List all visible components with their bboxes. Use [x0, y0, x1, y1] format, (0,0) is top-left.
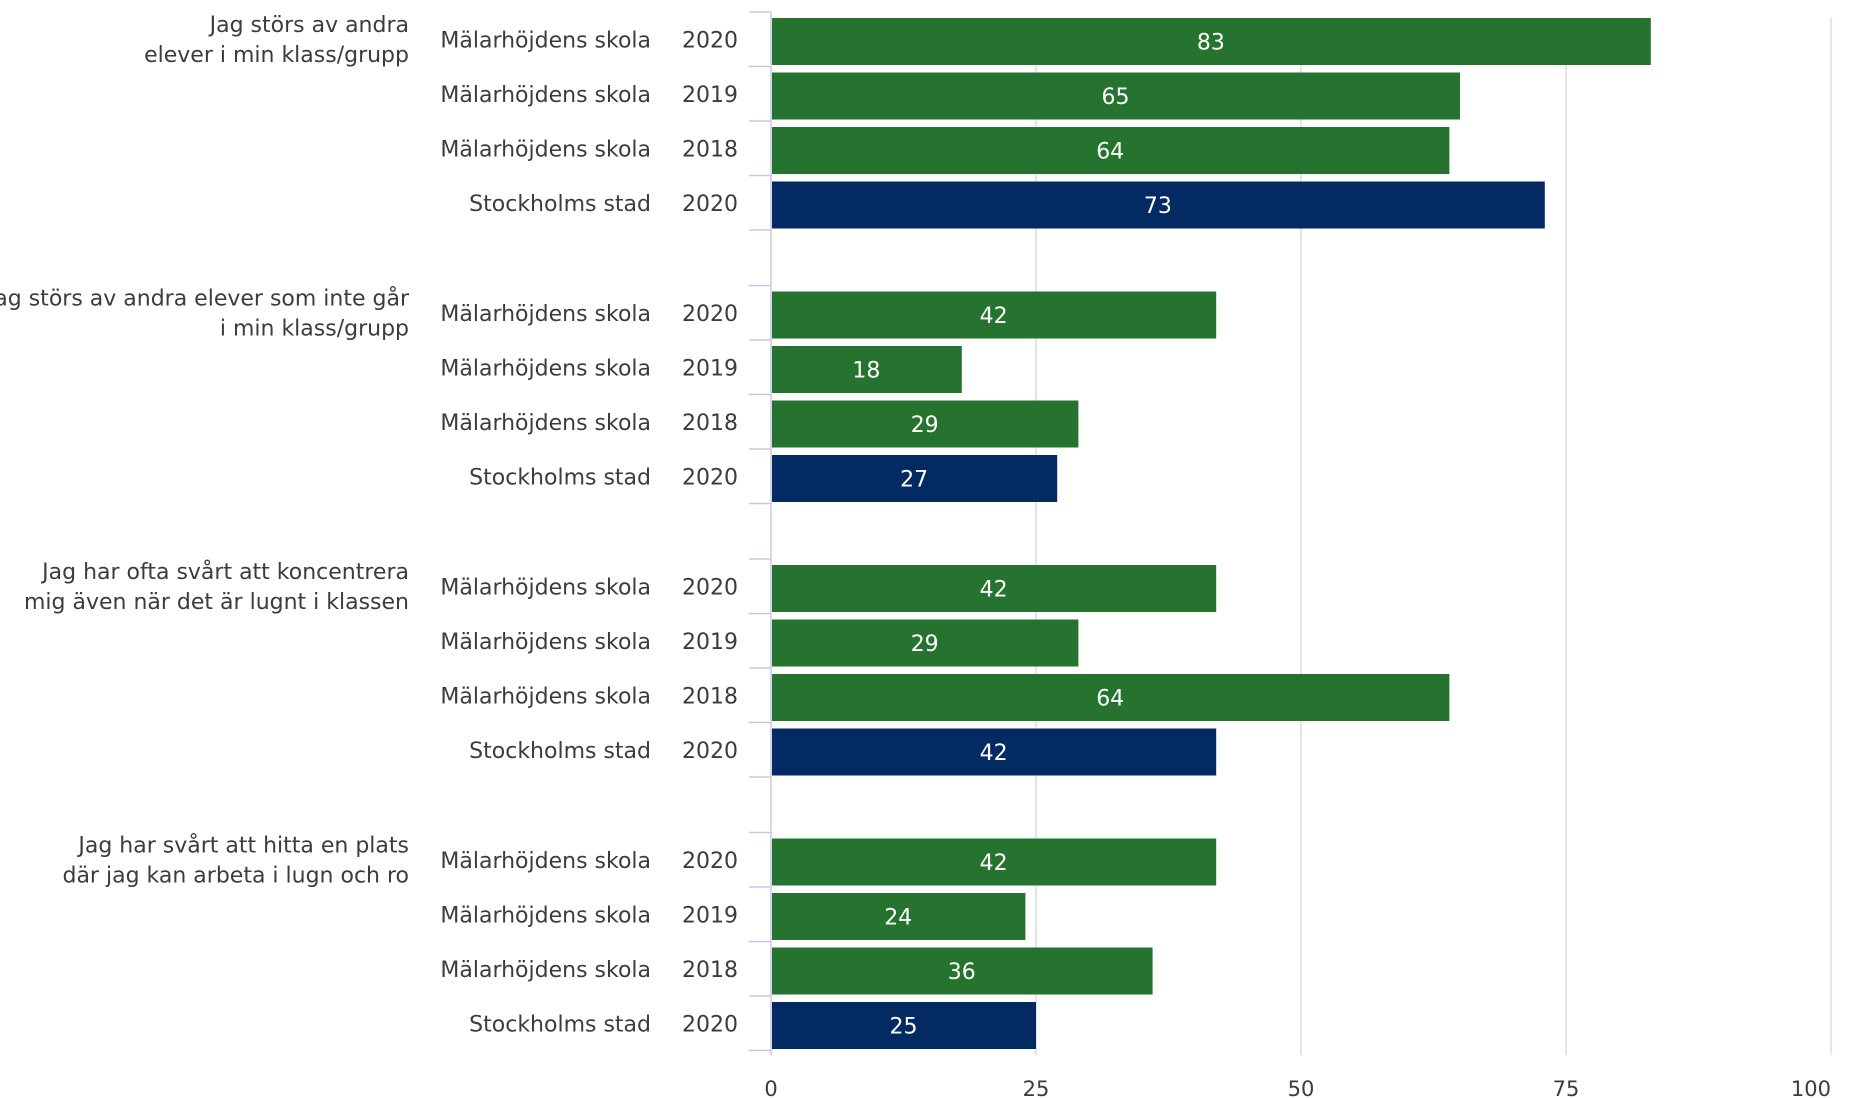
bar — [772, 291, 1217, 339]
year-label: 2020 — [682, 29, 738, 54]
question-label: Jag störs av andra — [208, 13, 409, 38]
year-label: 2019 — [682, 630, 738, 655]
bar-value-label: 25 — [890, 1015, 918, 1040]
year-label: 2020 — [682, 302, 738, 327]
bar — [772, 728, 1217, 776]
question-label: Jag har ofta svårt att koncentrera — [40, 559, 409, 585]
year-label: 2018 — [682, 685, 738, 710]
year-label: 2020 — [682, 192, 738, 217]
bar-value-label: 29 — [911, 632, 939, 657]
question-label: Jag störs av andra elever som inte går — [0, 286, 410, 312]
bar-value-label: 36 — [948, 960, 976, 985]
year-label: 2020 — [682, 849, 738, 874]
row-label: Mälarhöjdens skola — [440, 576, 651, 601]
category-labels: Jag störs av andra elever i min klass/gru… — [0, 13, 738, 1038]
bar-value-label: 64 — [1096, 687, 1124, 712]
year-label: 2020 — [682, 576, 738, 601]
bar — [772, 181, 1545, 229]
x-axis-ticks: 0 25 50 75 100 — [764, 1077, 1831, 1098]
year-label: 2018 — [682, 958, 738, 983]
x-tick-label: 100 — [1791, 1077, 1831, 1098]
row-label: Mälarhöjdens skola — [440, 83, 651, 108]
year-label: 2019 — [682, 904, 738, 929]
category-axis — [749, 11, 772, 1055]
x-tick-label: 25 — [1023, 1077, 1050, 1098]
bar-value-label: 18 — [852, 359, 880, 384]
question-label: Jag har svårt att hitta en plats — [76, 833, 409, 859]
row-label: Stockholms stad — [469, 1013, 651, 1038]
bar — [772, 947, 1153, 995]
question-label: elever i min klass/grupp — [144, 43, 409, 68]
row-label: Mälarhöjdens skola — [440, 849, 651, 874]
bar-value-label: 29 — [911, 413, 939, 438]
year-label: 2018 — [682, 138, 738, 163]
year-label: 2020 — [682, 466, 738, 491]
row-label: Mälarhöjdens skola — [440, 357, 651, 382]
bar — [772, 18, 1651, 65]
row-label: Stockholms stad — [469, 466, 651, 491]
bar-value-label: 42 — [980, 578, 1008, 603]
bar-value-label: 65 — [1102, 85, 1130, 110]
bar-value-label: 27 — [900, 468, 928, 493]
year-label: 2019 — [682, 357, 738, 382]
row-label: Stockholms stad — [469, 192, 651, 217]
bar — [772, 893, 1026, 940]
row-label: Stockholms stad — [469, 739, 651, 764]
question-label: i min klass/grupp — [220, 317, 409, 342]
year-label: 2019 — [682, 83, 738, 108]
bar-value-label: 42 — [980, 741, 1008, 766]
x-tick-label: 0 — [764, 1077, 777, 1098]
x-tick-label: 50 — [1288, 1077, 1315, 1098]
bar — [772, 346, 962, 393]
question-label: mig även när det är lugnt i klassen — [24, 590, 409, 615]
x-tick-label: 75 — [1553, 1077, 1580, 1098]
year-label: 2020 — [682, 739, 738, 764]
bar-value-label: 24 — [884, 906, 912, 931]
row-label: Mälarhöjdens skola — [440, 904, 651, 929]
bars: 83 65 64 73 42 18 29 27 42 29 64 42 42 24 36 25 — [772, 18, 1651, 1049]
bar — [772, 127, 1450, 174]
bar — [772, 1002, 1036, 1049]
row-label: Mälarhöjdens skola — [440, 302, 651, 327]
row-label: Mälarhöjdens skola — [440, 138, 651, 163]
bar-value-label: 83 — [1197, 31, 1225, 56]
bar — [772, 400, 1079, 448]
bar — [772, 565, 1217, 612]
bar-value-label: 73 — [1144, 194, 1172, 219]
bar-value-label: 42 — [980, 304, 1008, 329]
year-label: 2020 — [682, 1013, 738, 1038]
bar — [772, 455, 1058, 502]
row-label: Mälarhöjdens skola — [440, 411, 651, 436]
bar — [772, 619, 1079, 667]
question-label: där jag kan arbeta i lugn och ro — [62, 864, 409, 889]
bar-value-label: 64 — [1096, 140, 1124, 165]
bar — [772, 838, 1217, 886]
year-label: 2018 — [682, 411, 738, 436]
row-label: Mälarhöjdens skola — [440, 630, 651, 655]
bar-value-label: 42 — [980, 851, 1008, 876]
bar — [772, 674, 1450, 721]
bar — [772, 72, 1460, 120]
row-label: Mälarhöjdens skola — [440, 29, 651, 54]
row-label: Mälarhöjdens skola — [440, 958, 651, 983]
row-label: Mälarhöjdens skola — [440, 685, 651, 710]
